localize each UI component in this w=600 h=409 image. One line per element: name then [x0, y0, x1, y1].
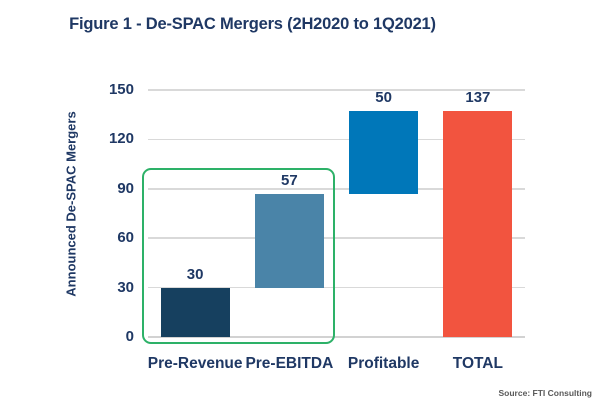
bar-pre-revenue [160, 287, 230, 337]
y-tick-60: 60 [117, 229, 134, 247]
x-label-total: TOTAL [452, 355, 503, 372]
bar-pre-ebitda [254, 193, 324, 288]
gridline-120 [148, 138, 525, 141]
gridline-30 [148, 286, 525, 289]
gridline-0 [148, 335, 525, 338]
value-label-total: 137 [465, 89, 491, 107]
y-tick-30: 30 [117, 278, 134, 296]
chart-title: Figure 1 - De-SPAC Mergers (2H2020 to 1Q… [69, 15, 436, 33]
x-label-pre-ebitda: Pre-EBITDA [245, 355, 334, 372]
y-tick-120: 120 [108, 130, 134, 148]
y-tick-150: 150 [108, 81, 134, 98]
plot-area: 0 30 60 90 120 150 30 Pre-Revenue 57 Pre-EBITDA 50… [109, 81, 525, 372]
x-label-profitable: Profitable [347, 355, 420, 372]
gridline-60 [148, 237, 525, 239]
gridline-90 [148, 188, 525, 190]
bar-total [443, 111, 513, 337]
gridline-150 [148, 89, 525, 91]
value-label-profitable: 50 [375, 89, 392, 107]
y-tick-90: 90 [117, 179, 134, 197]
value-label-pre-revenue: 30 [186, 265, 204, 283]
bar-profitable [349, 111, 419, 194]
x-label-pre-revenue: Pre-Revenue [147, 355, 243, 372]
y-tick-0: 0 [125, 328, 134, 345]
source-note: Source: FTI Consulting [498, 388, 593, 398]
value-label-pre-ebitda: 57 [281, 171, 298, 189]
y-axis-title: Announced De-SPAC Mergers [63, 111, 79, 297]
